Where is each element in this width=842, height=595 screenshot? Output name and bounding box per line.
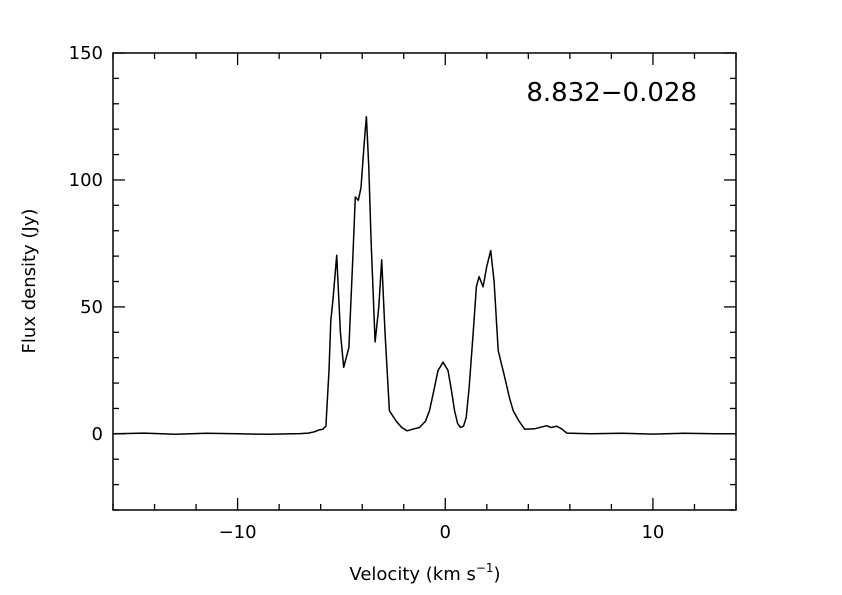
x-tick-label: 0 (440, 522, 451, 543)
x-axis-label-end: ) (494, 564, 501, 585)
y-tick-labels: 0 50 100 150 (69, 43, 103, 445)
x-axis-label: Velocity (km s−1) (349, 561, 500, 585)
y-tick-label: 150 (69, 43, 103, 64)
x-axis-label-sup: −1 (476, 561, 494, 575)
spectrum-line (112, 115, 736, 436)
x-axis-label-main: Velocity (km s (349, 564, 475, 585)
y-axis-label: Flux density (Jy) (19, 209, 40, 354)
x-tick-label: 10 (641, 522, 664, 543)
y-tick-label: 50 (80, 297, 103, 318)
plot-frame (112, 52, 737, 511)
x-tick-label: −10 (219, 522, 257, 543)
chart-title: 8.832−0.028 (526, 78, 697, 108)
x-tick-labels: −10 0 10 (219, 522, 665, 543)
y-tick-label: 0 (92, 424, 103, 445)
y-tick-label: 100 (69, 170, 103, 191)
axis-ticks (112, 52, 737, 511)
